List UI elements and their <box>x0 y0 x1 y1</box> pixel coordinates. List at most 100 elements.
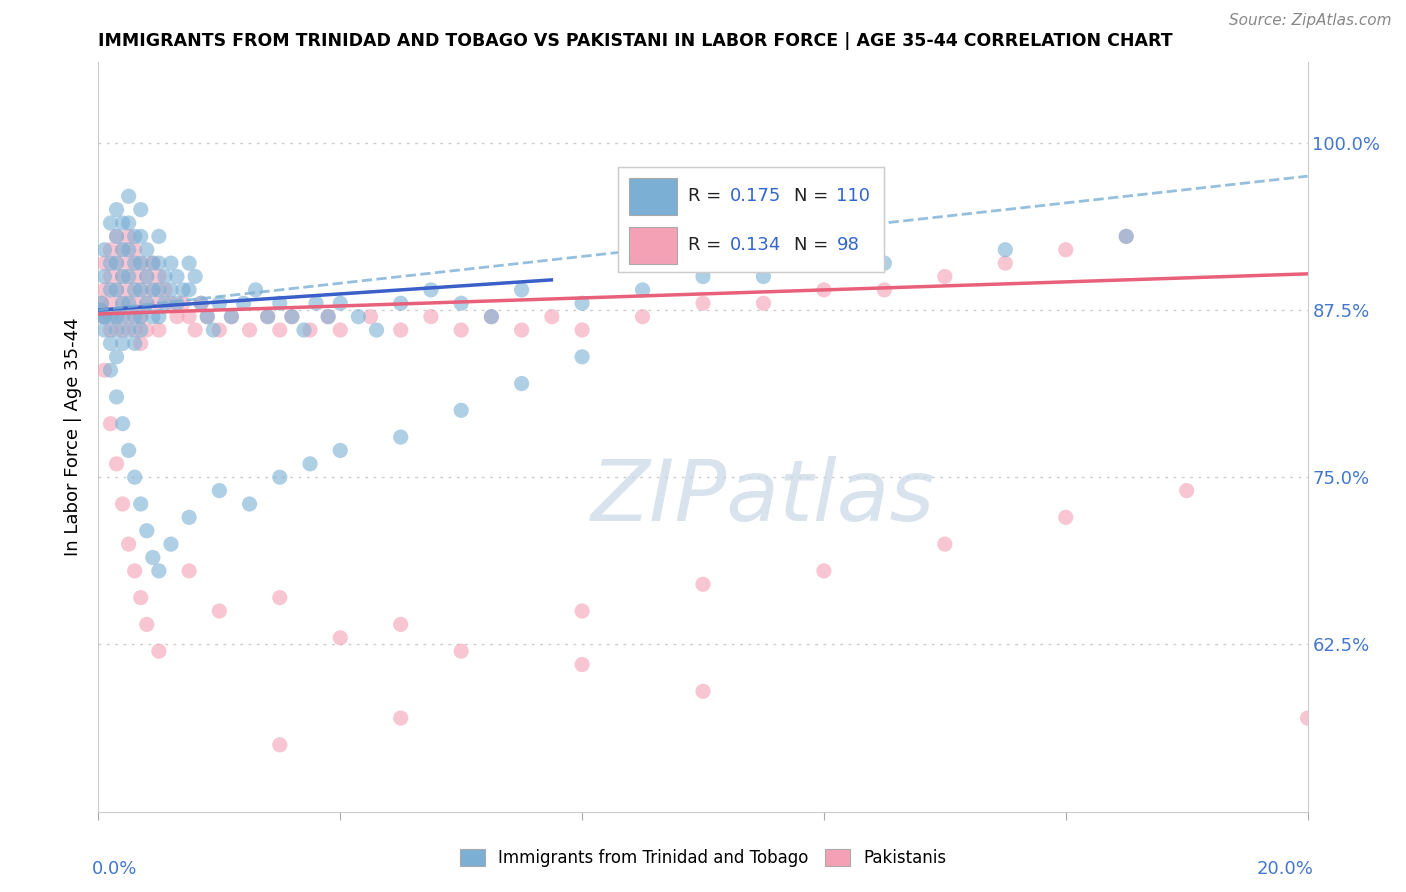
Point <box>105 323 128 337</box>
Point <box>481 310 503 324</box>
Point <box>100 310 122 324</box>
Point <box>93 310 115 324</box>
Point <box>510 283 533 297</box>
Point <box>142 310 165 324</box>
Point <box>269 470 291 484</box>
Point <box>389 617 412 632</box>
Point <box>160 296 183 310</box>
Point <box>111 310 134 324</box>
Point <box>269 738 291 752</box>
Point <box>90 296 112 310</box>
Point <box>105 229 128 244</box>
Point <box>245 283 267 297</box>
Point <box>100 296 122 310</box>
Point <box>124 310 146 324</box>
Point <box>160 256 183 270</box>
Point <box>118 229 141 244</box>
Point <box>153 269 176 284</box>
Point <box>195 310 218 324</box>
Point <box>89 303 111 318</box>
Point <box>111 497 134 511</box>
Point <box>142 256 165 270</box>
Text: 20.0%: 20.0% <box>1257 861 1313 879</box>
Point <box>571 657 593 672</box>
Point <box>111 216 134 230</box>
Point <box>329 323 352 337</box>
Point <box>135 269 157 284</box>
Point <box>93 310 115 324</box>
Point <box>631 310 654 324</box>
Point <box>118 189 141 203</box>
Point <box>129 323 152 337</box>
Point <box>166 269 188 284</box>
Point <box>105 229 128 244</box>
Point <box>571 604 593 618</box>
Point <box>124 229 146 244</box>
Point <box>166 310 188 324</box>
Point <box>179 564 201 578</box>
Point <box>135 269 157 284</box>
Point <box>124 256 146 270</box>
Point <box>100 323 122 337</box>
Point <box>160 537 183 551</box>
Point <box>184 269 207 284</box>
Point <box>571 296 593 310</box>
Point <box>118 283 141 297</box>
Point <box>118 269 141 284</box>
Point <box>111 269 134 284</box>
Point <box>166 296 188 310</box>
Point <box>142 283 165 297</box>
Point <box>232 296 254 310</box>
Point <box>873 283 896 297</box>
Point <box>172 296 194 310</box>
Point <box>1054 510 1077 524</box>
Point <box>142 550 165 565</box>
Point <box>118 296 141 310</box>
Point <box>389 296 412 310</box>
Point <box>89 303 111 318</box>
Point <box>100 243 122 257</box>
Point <box>571 323 593 337</box>
Point <box>540 310 562 324</box>
Point <box>299 457 322 471</box>
Point <box>93 269 115 284</box>
Point <box>450 296 472 310</box>
Point <box>148 283 170 297</box>
Point <box>692 684 714 698</box>
Point <box>239 497 262 511</box>
Point <box>90 296 112 310</box>
Point <box>118 310 141 324</box>
Point <box>105 390 128 404</box>
Point <box>129 310 152 324</box>
Point <box>179 256 201 270</box>
Point <box>281 310 304 324</box>
Point <box>142 256 165 270</box>
Point <box>510 323 533 337</box>
Point <box>118 537 141 551</box>
Point <box>124 283 146 297</box>
Point <box>692 269 714 284</box>
Point <box>148 269 170 284</box>
Point <box>105 457 128 471</box>
Point <box>329 443 352 458</box>
Point <box>299 323 322 337</box>
Point <box>111 243 134 257</box>
Point <box>118 216 141 230</box>
Point <box>1115 229 1137 244</box>
Point <box>179 283 201 297</box>
Point <box>142 283 165 297</box>
Point <box>93 243 115 257</box>
Point <box>420 310 443 324</box>
Point <box>129 256 152 270</box>
Y-axis label: In Labor Force | Age 35-44: In Labor Force | Age 35-44 <box>65 318 83 557</box>
Point <box>111 269 134 284</box>
Point <box>118 256 141 270</box>
Point <box>105 256 128 270</box>
Text: ZIPatlas: ZIPatlas <box>592 456 935 539</box>
Point <box>105 283 128 297</box>
Point <box>129 202 152 217</box>
Point <box>111 243 134 257</box>
Point <box>148 323 170 337</box>
Text: 0.0%: 0.0% <box>93 861 138 879</box>
Point <box>389 430 412 444</box>
